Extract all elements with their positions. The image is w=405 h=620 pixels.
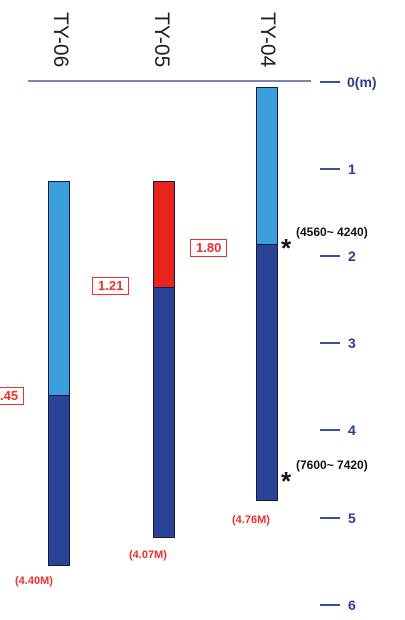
depth-label: 3 xyxy=(348,335,356,351)
depth-tick xyxy=(320,255,340,257)
depth-label: 2 xyxy=(348,248,356,264)
depth-tick xyxy=(320,168,340,170)
asterisk-icon: * xyxy=(281,466,292,496)
depth-label: 4 xyxy=(348,422,356,438)
core-ty-05-lower xyxy=(153,287,175,538)
total-depth-ty-04: (4.76M) xyxy=(232,514,270,526)
depth-label: 5 xyxy=(348,510,356,526)
header-ty-06: TY-06 xyxy=(49,12,72,68)
core-ty-05-upper xyxy=(153,181,175,287)
boundary-label-ty-04: 1.80 xyxy=(190,239,228,257)
depth-tick xyxy=(320,342,340,344)
core-ty-04-upper xyxy=(256,87,278,244)
depth-label: 0(m) xyxy=(347,74,377,90)
date-range-lower: (7600~ 7420) xyxy=(296,458,368,472)
depth-tick xyxy=(320,517,340,519)
depth-label: 1 xyxy=(348,161,356,177)
total-depth-ty-05: (4.07M) xyxy=(129,549,167,561)
core-ty-06-upper xyxy=(48,181,70,395)
boundary-label-ty-06: .45 xyxy=(0,387,25,405)
ground-surface-line xyxy=(28,80,311,82)
core-ty-04-lower xyxy=(256,244,278,501)
depth-tick xyxy=(320,604,340,606)
boundary-label-ty-05: 1.21 xyxy=(92,277,130,295)
asterisk-icon: * xyxy=(281,233,292,263)
depth-tick xyxy=(320,81,340,83)
header-ty-05: TY-05 xyxy=(150,12,173,68)
depth-tick xyxy=(320,429,340,431)
core-ty-06-lower xyxy=(48,395,70,566)
header-ty-04: TY-04 xyxy=(256,12,279,68)
date-range-upper: (4560~ 4240) xyxy=(296,225,368,239)
depth-label: 6 xyxy=(348,597,356,613)
total-depth-ty-06: (4.40M) xyxy=(15,575,53,587)
